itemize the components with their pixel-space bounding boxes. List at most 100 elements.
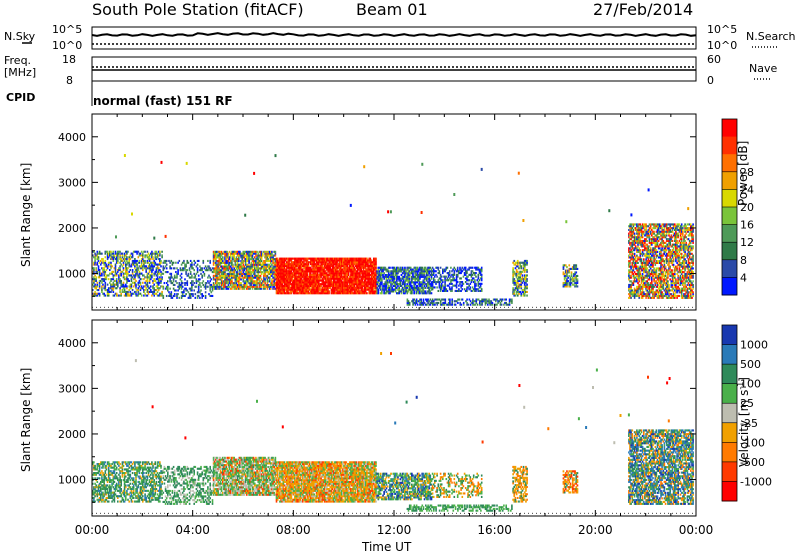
power-scatter-cell (132, 274, 135, 277)
power-scatter-cell (228, 274, 231, 277)
power-scatter-cell (192, 280, 194, 283)
power-scatter-cell (278, 263, 280, 266)
power-scatter-cell (126, 269, 128, 272)
power-scatter-cell (331, 261, 334, 264)
power-scatter-cell (280, 292, 282, 295)
power-scatter-cell (270, 256, 272, 259)
power-scatter-cell (564, 269, 567, 272)
power-scatter-cell (323, 261, 326, 264)
power-scatter-cell (448, 273, 451, 276)
power-scatter-cell (413, 292, 415, 295)
power-scatter-cell (435, 281, 437, 284)
power-scatter-cell (398, 292, 400, 295)
power-scatter-cell (424, 283, 427, 286)
power-scatter-cell (252, 252, 255, 255)
power-scatter-cell (227, 258, 230, 261)
power-scatter-cell (275, 286, 278, 289)
power-scatter-cell (369, 279, 372, 282)
power-scatter-cell (209, 285, 211, 288)
power-scatter-cell (242, 260, 245, 263)
power-scatter-cell (127, 261, 129, 264)
power-scatter-cell (329, 261, 332, 264)
power-scatter-cell (276, 288, 279, 291)
power-scatter-cell (249, 263, 251, 266)
power-scatter-cell (144, 289, 146, 292)
power-scatter-cell (564, 274, 567, 277)
power-scatter-cell (434, 279, 436, 282)
power-scatter-cell (145, 279, 147, 282)
power-scatter-cell (344, 257, 346, 260)
power-scatter-cell (411, 275, 413, 278)
power-scatter-cell (241, 269, 243, 272)
power-scatter-cell (222, 261, 224, 264)
power-scatter-cell (318, 286, 320, 289)
power-scatter-cell (263, 278, 265, 281)
power-scatter-cell (125, 283, 127, 286)
power-scatter-cell (428, 277, 430, 280)
power-scatter-cell (370, 277, 373, 280)
power-scatter-cell (497, 301, 499, 304)
power-scatter-cell (255, 282, 257, 285)
power-scatter-cell (305, 283, 308, 286)
power-scatter-cell (344, 272, 346, 275)
power-scatter-cell (283, 292, 286, 295)
power-scatter-cell (516, 279, 519, 282)
power-scatter-cell (342, 272, 344, 275)
power-scatter-cell (338, 275, 341, 278)
power-scatter-cell (311, 283, 313, 286)
power-scatter-cell (520, 281, 523, 284)
power-scatter-cell (226, 269, 229, 272)
power-scatter-cell (106, 250, 109, 253)
power-scatter-cell (279, 277, 281, 280)
power-scatter-cell (135, 270, 137, 273)
power-scatter-cell (276, 275, 279, 278)
power-scatter-cell (458, 298, 460, 301)
power-scatter-cell (474, 282, 476, 285)
power-scatter-cell (159, 252, 161, 255)
power-scatter-cell (298, 279, 301, 282)
power-scatter-cell (179, 283, 182, 286)
power-scatter-cell (274, 267, 277, 270)
power-scatter-cell (268, 269, 271, 272)
power-scatter-cell (474, 284, 476, 287)
nsky-label: N.Sky (4, 30, 36, 43)
power-scatter-cell (470, 273, 473, 276)
power-scatter-cell (413, 290, 415, 293)
freq-unit-label: [MHz] (4, 66, 37, 79)
power-scatter-cell (119, 290, 121, 293)
power-scatter-cell (104, 281, 107, 284)
power-scatter-cell (456, 270, 459, 273)
power-scatter-cell (250, 263, 253, 266)
power-scatter-cell (525, 278, 527, 281)
power-scatter-cell (218, 263, 221, 266)
power-scatter-cell (289, 272, 291, 275)
power-scatter-cell (307, 277, 310, 280)
power-scatter-cell (103, 263, 105, 266)
power-scatter-cell (373, 270, 375, 273)
power-scatter-cell (154, 252, 157, 255)
power-scatter-cell (339, 288, 342, 291)
power-scatter-cell (184, 267, 186, 270)
power-scatter-cell (110, 265, 112, 268)
power-scatter-cell (183, 294, 185, 297)
power-scatter-cell (405, 288, 407, 291)
power-scatter-cell (570, 281, 573, 284)
power-scatter-cell (508, 303, 511, 306)
power-scatter-cell (97, 252, 100, 255)
power-scatter-cell (330, 275, 333, 278)
power-scatter-cell (320, 284, 322, 287)
power-scatter-cell (110, 290, 112, 293)
power-scatter-cell (562, 283, 565, 286)
power-scatter-cell (135, 259, 137, 262)
power-scatter-cell (303, 261, 305, 264)
power-scatter-cell (358, 275, 360, 278)
power-scatter-cell (477, 275, 480, 278)
power-scatter-cell (251, 282, 254, 285)
power-scatter-cell (120, 292, 122, 295)
power-scatter-cell (376, 281, 379, 284)
power-scatter-cell (386, 270, 389, 273)
power-scatter-cell (92, 278, 94, 281)
power-scatter-cell (404, 290, 406, 293)
power-scatter-cell (375, 264, 377, 267)
power-scatter-cell (402, 292, 405, 295)
